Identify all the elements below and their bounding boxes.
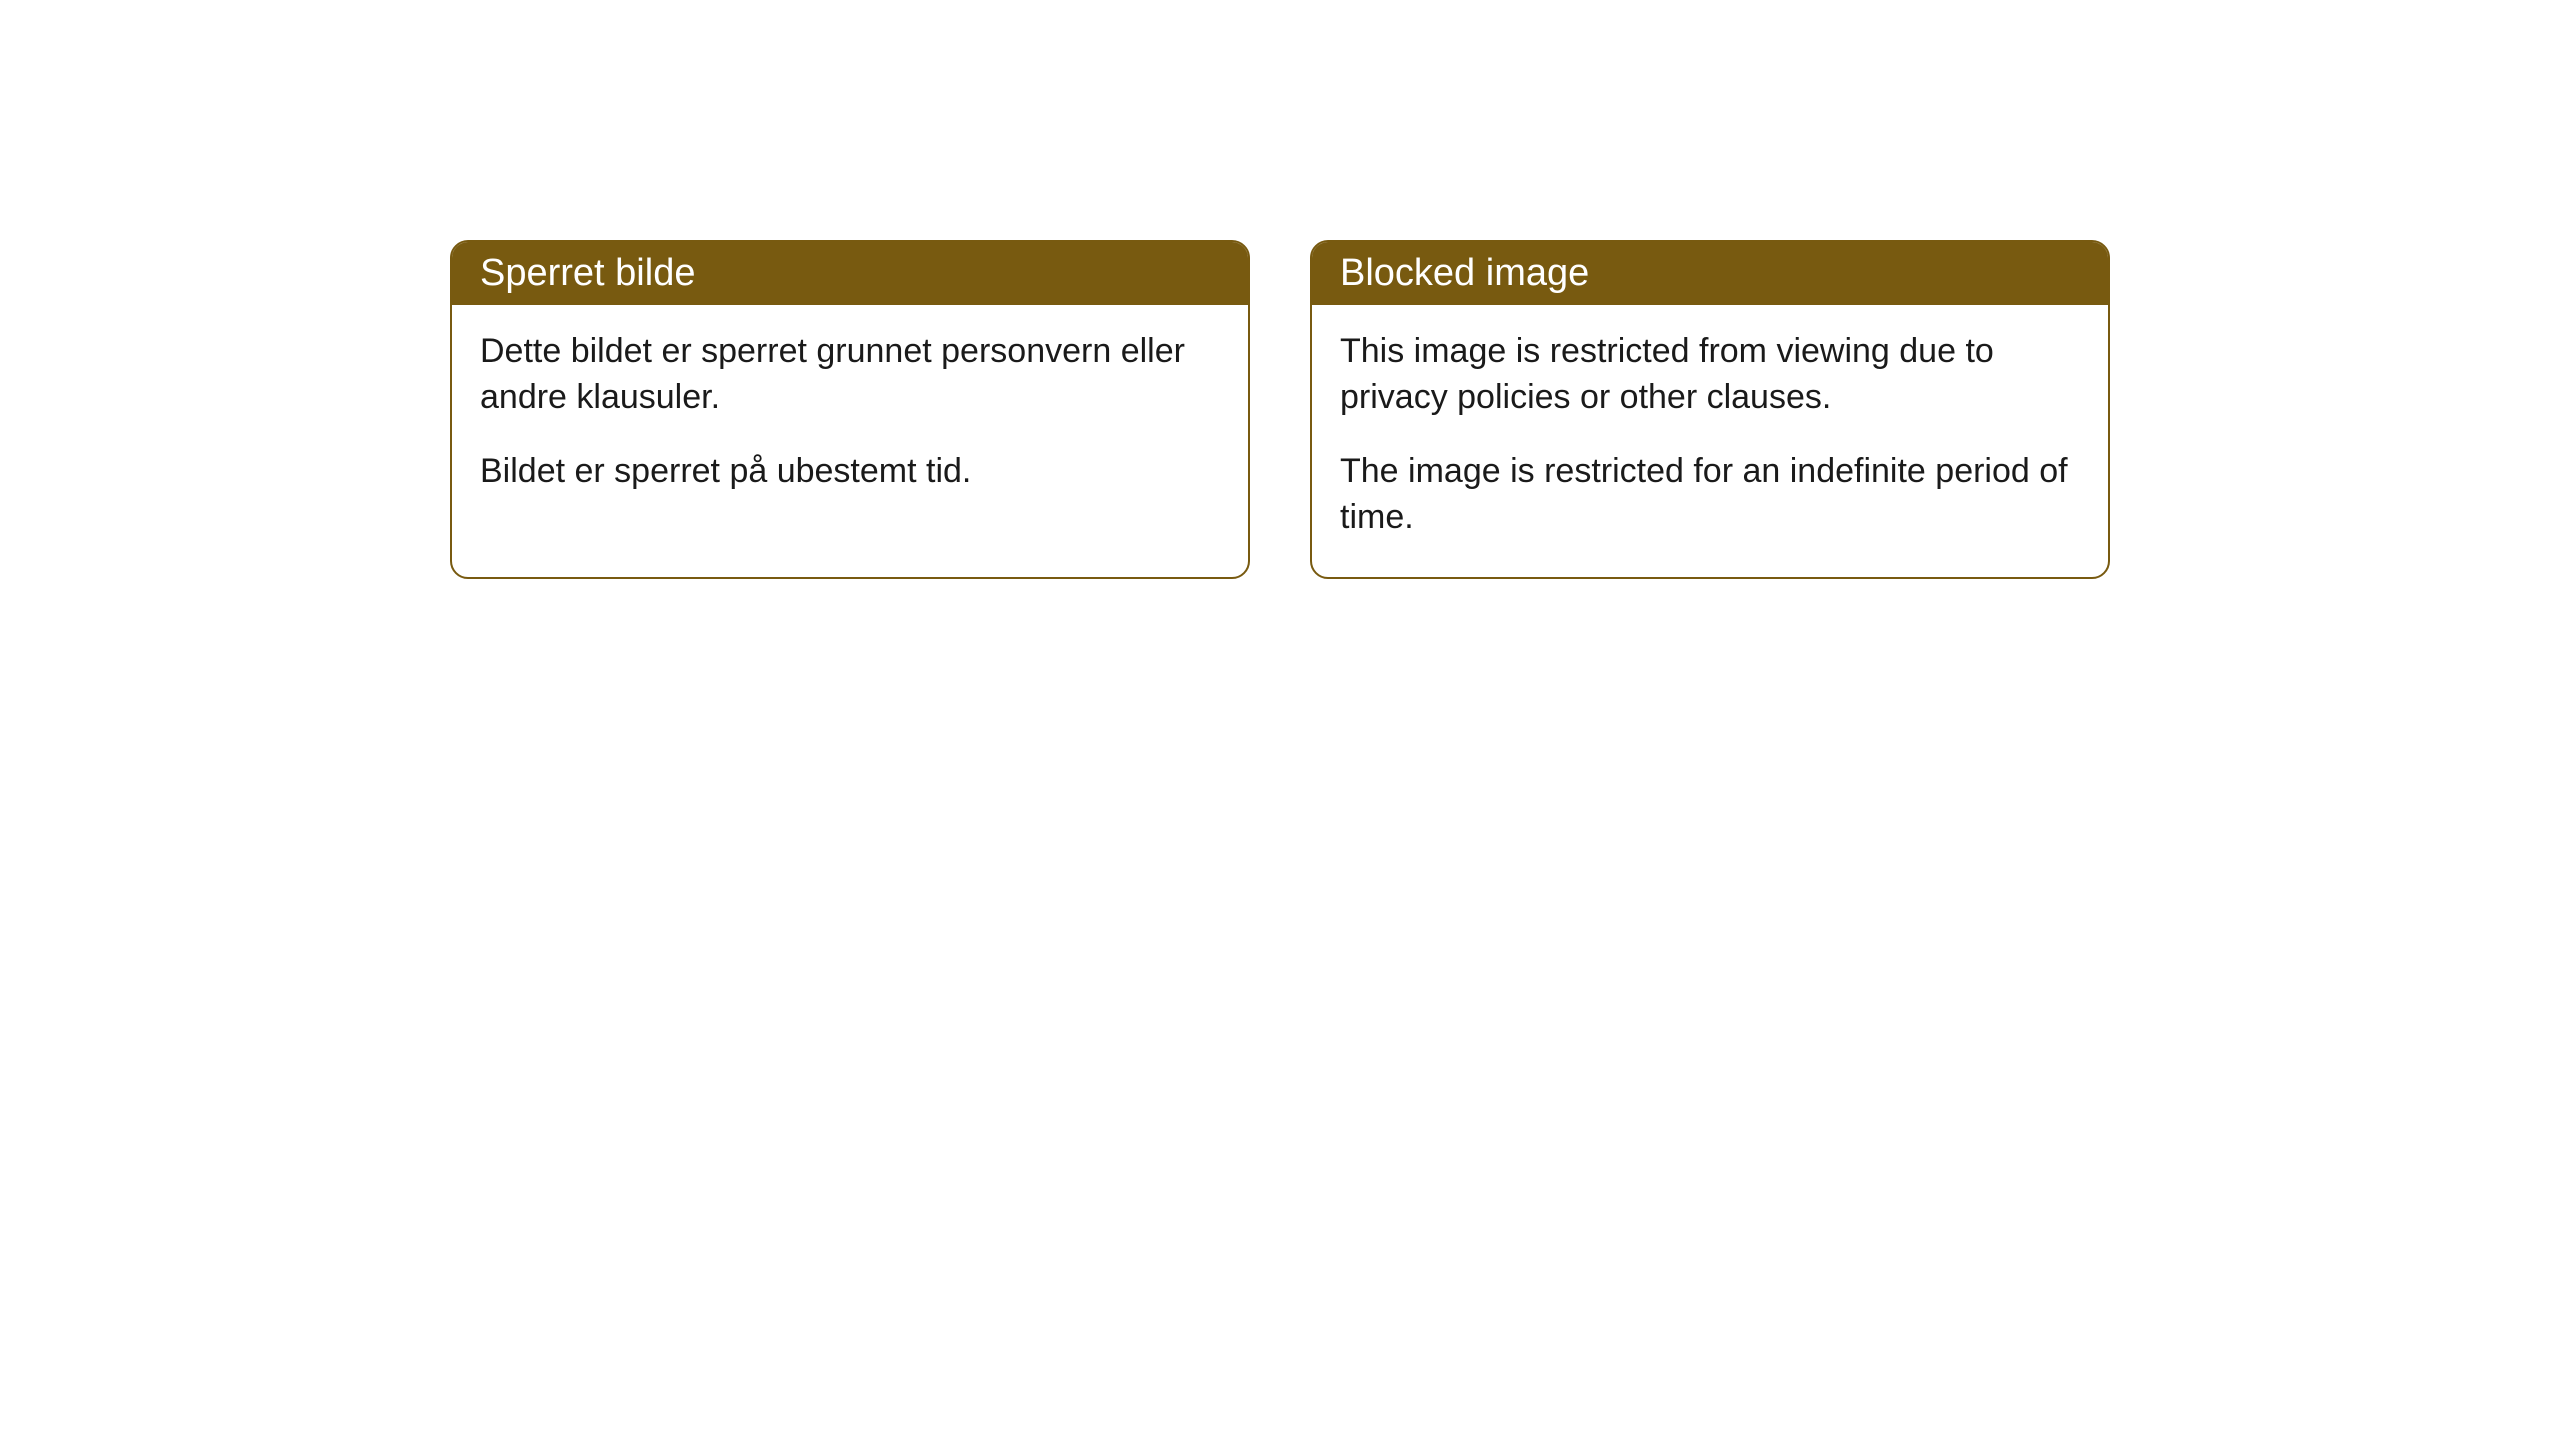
blocked-image-card-no: Sperret bilde Dette bildet er sperret gr… bbox=[450, 240, 1250, 579]
card-paragraph-2-en: The image is restricted for an indefinit… bbox=[1340, 449, 2080, 541]
card-paragraph-2-no: Bildet er sperret på ubestemt tid. bbox=[480, 449, 1220, 495]
card-body-no: Dette bildet er sperret grunnet personve… bbox=[452, 305, 1248, 531]
card-header-en: Blocked image bbox=[1312, 242, 2108, 305]
card-body-en: This image is restricted from viewing du… bbox=[1312, 305, 2108, 577]
card-header-no: Sperret bilde bbox=[452, 242, 1248, 305]
notice-cards-container: Sperret bilde Dette bildet er sperret gr… bbox=[450, 240, 2110, 579]
blocked-image-card-en: Blocked image This image is restricted f… bbox=[1310, 240, 2110, 579]
card-paragraph-1-no: Dette bildet er sperret grunnet personve… bbox=[480, 329, 1220, 421]
card-paragraph-1-en: This image is restricted from viewing du… bbox=[1340, 329, 2080, 421]
